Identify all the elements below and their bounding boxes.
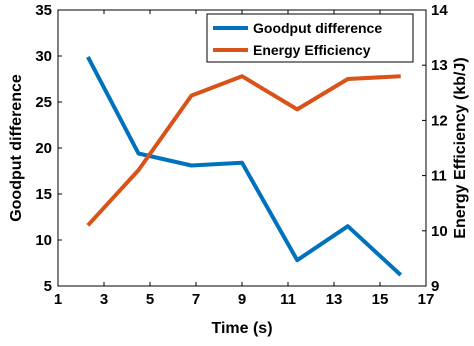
right-y-axis-ticks: 9 10 11 12 13 14 xyxy=(422,2,448,295)
legend: Goodput difference Energy Efficiency xyxy=(206,13,414,63)
x-tick-label: 5 xyxy=(146,291,154,308)
left-y-tick-label: 15 xyxy=(35,186,52,203)
legend-label-goodput: Goodput difference xyxy=(253,20,382,36)
goodput-difference-series-line xyxy=(86,55,403,277)
x-tick-label: 13 xyxy=(326,291,343,308)
right-y-axis-label: Energy Efficiency (kb/J) xyxy=(452,57,469,238)
x-axis-label: Time (s) xyxy=(211,320,272,337)
left-y-axis-ticks: 5 10 15 20 25 30 35 xyxy=(35,2,62,295)
x-tick-label: 11 xyxy=(280,291,296,308)
right-y-tick-label: 10 xyxy=(431,223,448,240)
x-tick-label: 1 xyxy=(54,291,62,308)
x-tick-label: 9 xyxy=(238,291,246,308)
right-y-tick-label: 13 xyxy=(431,57,448,74)
x-axis-ticks: 1 3 5 7 9 11 13 15 17 xyxy=(54,10,435,308)
left-y-tick-label: 25 xyxy=(35,94,52,111)
right-y-tick-label: 14 xyxy=(431,2,448,19)
left-y-tick-label: 20 xyxy=(35,140,52,157)
energy-efficiency-series-line xyxy=(86,74,401,227)
left-y-tick-label: 5 xyxy=(44,278,52,295)
series-layer xyxy=(86,55,403,277)
right-y-tick-label: 11 xyxy=(431,168,447,185)
right-y-tick-label: 12 xyxy=(431,112,448,129)
x-tick-label: 3 xyxy=(100,291,108,308)
left-y-axis-label: Goodput difference xyxy=(8,74,25,222)
right-y-tick-label: 9 xyxy=(431,278,439,295)
left-y-tick-label: 10 xyxy=(35,232,52,249)
left-y-tick-label: 35 xyxy=(35,2,52,19)
x-tick-label: 15 xyxy=(372,291,389,308)
left-y-tick-label: 30 xyxy=(35,48,52,65)
x-tick-label: 7 xyxy=(192,291,200,308)
legend-label-energy: Energy Efficiency xyxy=(253,42,371,58)
x-tick-label: 17 xyxy=(418,291,435,308)
legend-box xyxy=(206,13,414,63)
